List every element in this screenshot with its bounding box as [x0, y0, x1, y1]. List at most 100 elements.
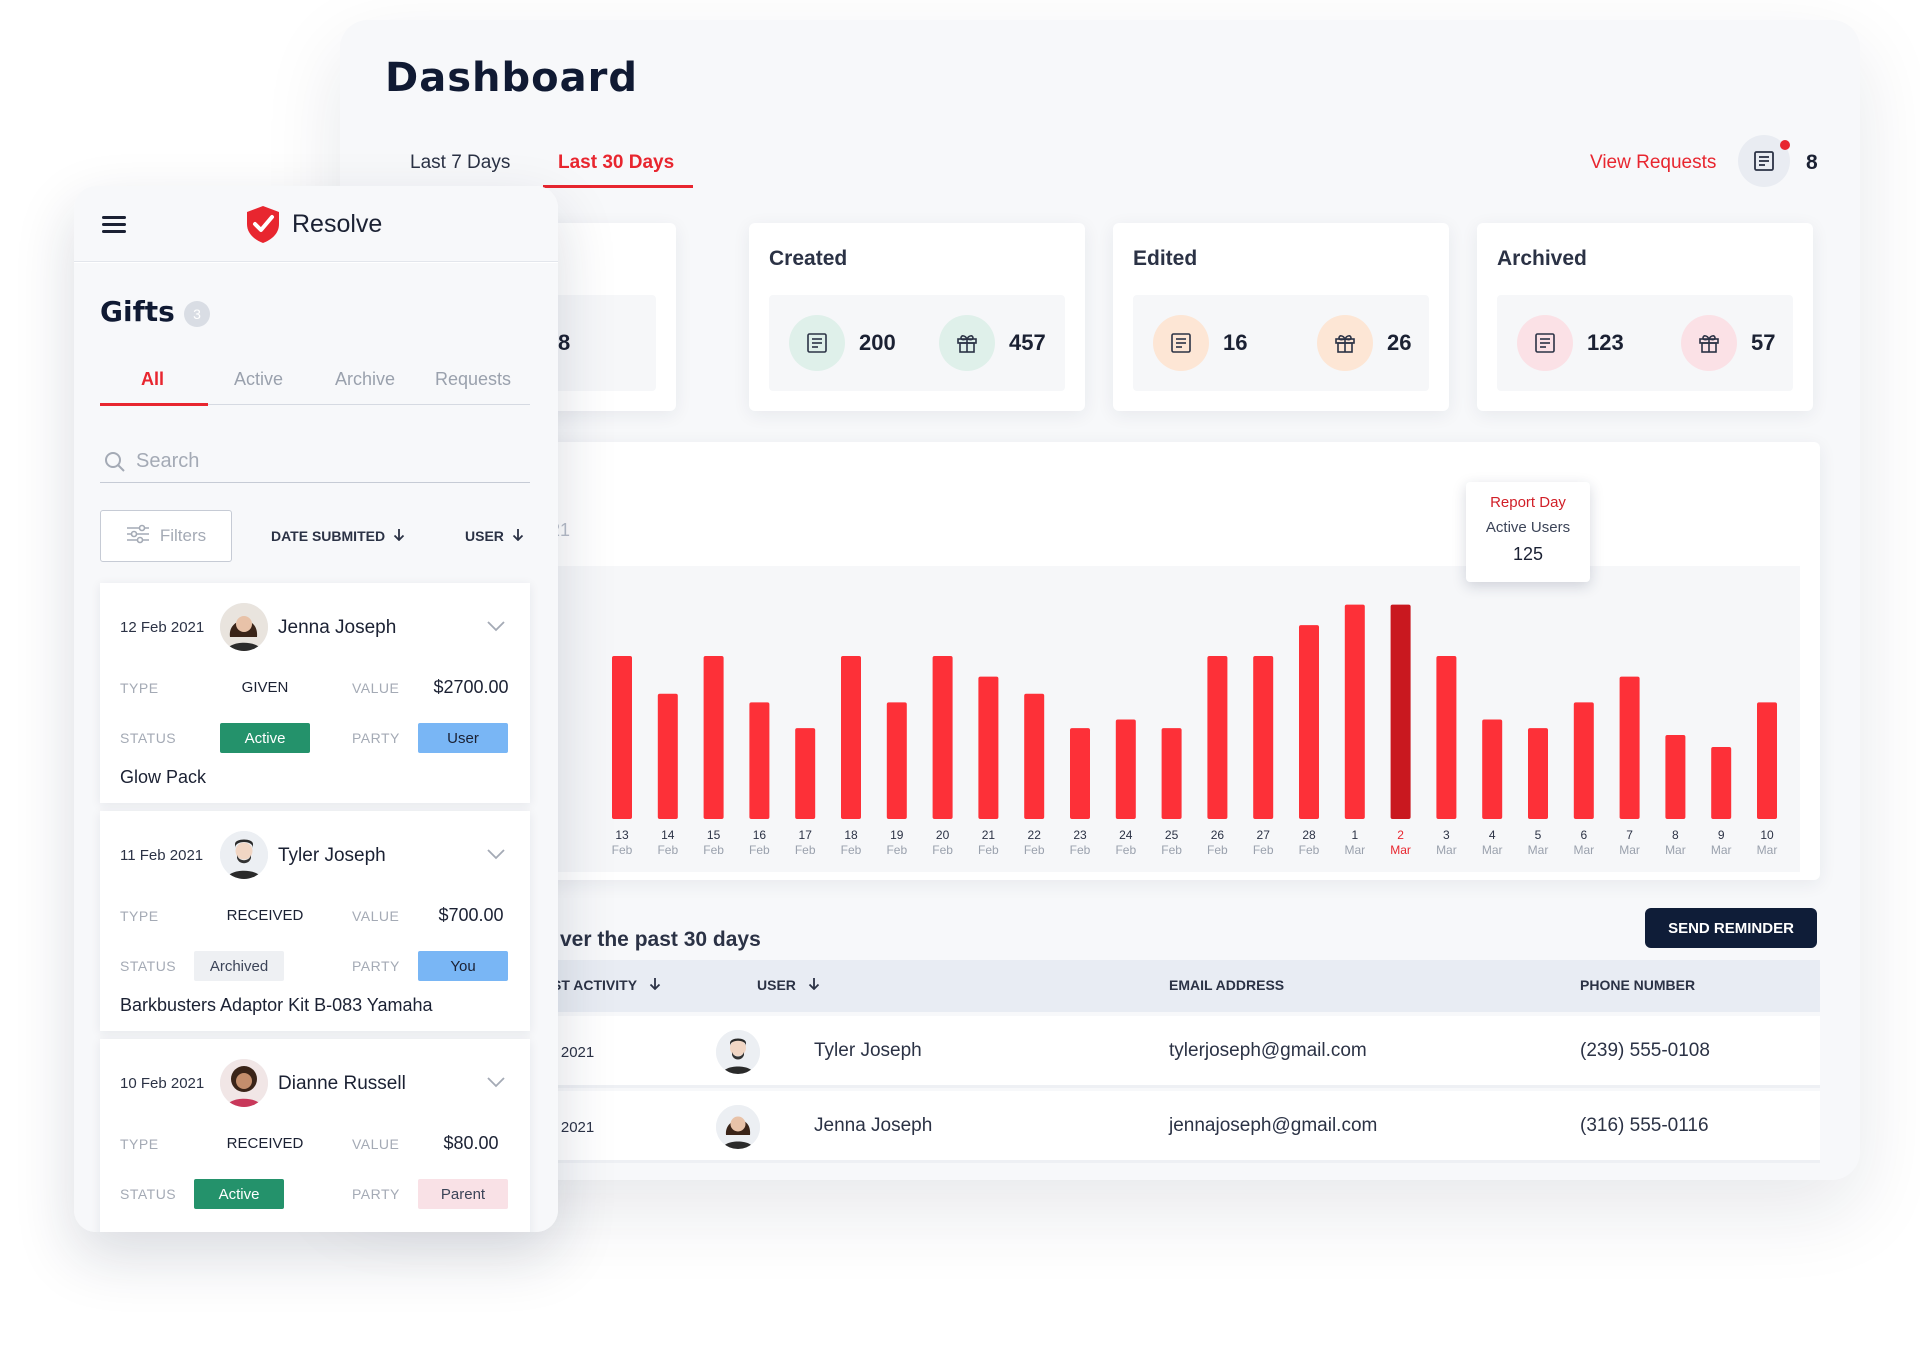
tab-active[interactable]: Active	[234, 369, 284, 389]
chart-bar[interactable]	[703, 656, 724, 819]
tab-archive[interactable]: Archive	[335, 369, 396, 389]
chevron-down-icon[interactable]	[486, 847, 506, 865]
stat-card-title: Edited	[1133, 247, 1198, 270]
x-tick-month: Mar	[1436, 843, 1457, 857]
chart-bar[interactable]	[1070, 728, 1090, 819]
stat-item: 26	[1317, 315, 1411, 371]
chart-bar[interactable]	[1711, 746, 1732, 819]
arrow-down-icon	[808, 977, 820, 993]
header-user[interactable]: USER	[757, 977, 820, 993]
chart-bar[interactable]	[886, 702, 907, 819]
x-tick-day: 26	[1211, 828, 1225, 842]
chart-bar[interactable]	[1665, 734, 1686, 819]
gift-person-name: Jenna Joseph	[278, 617, 397, 638]
chart-bar[interactable]	[1024, 693, 1045, 819]
avatar	[220, 831, 268, 879]
chart-bar[interactable]	[1115, 719, 1136, 819]
table-title: ver the past 30 days	[560, 928, 761, 951]
stat-card-edited: Edited 16 26	[1113, 223, 1449, 411]
table-row[interactable]: an 2021 Jenna Joseph jennajoseph@gmail.c…	[540, 1091, 1820, 1163]
chart-tooltip: Report Day Active Users 125	[1466, 482, 1590, 582]
filters-label: Filters	[159, 526, 207, 545]
chart-bar[interactable]	[1344, 604, 1365, 819]
x-tick-day: 21	[982, 828, 996, 842]
sort-date-button[interactable]: DATE SUBMITED	[271, 528, 405, 544]
gift-card[interactable]: 11 Feb 2021 Tyler Joseph TYPE RECEIVED V…	[100, 811, 530, 1031]
status-label: STATUS	[120, 730, 177, 746]
x-tick-month: Feb	[841, 843, 862, 857]
tab-requests[interactable]: Requests	[435, 369, 512, 389]
chart-bar[interactable]	[932, 656, 953, 819]
chart-bar[interactable]	[1299, 625, 1319, 819]
party-label: PARTY	[352, 730, 400, 746]
bar-chart: 13Feb14Feb15Feb16Feb17Feb18Feb19Feb20Feb…	[612, 604, 1777, 857]
search-icon	[104, 451, 126, 478]
x-tick-month: Feb	[1115, 843, 1136, 857]
stat-value: 8	[558, 330, 571, 355]
chart-bar[interactable]	[1482, 719, 1503, 819]
chart-bar[interactable]	[1436, 656, 1457, 819]
gift-card[interactable]: 12 Feb 2021 Jenna Joseph TYPE GIVEN VALU…	[100, 583, 530, 803]
x-tick-day: 1	[1351, 828, 1358, 842]
sort-label: DATE SUBMITED	[271, 528, 386, 544]
x-tick-month: Feb	[795, 843, 816, 857]
view-requests-link[interactable]: View Requests	[1590, 152, 1717, 173]
x-tick-month: Mar	[1711, 843, 1732, 857]
search-input[interactable]: Search	[100, 439, 530, 483]
value-label: VALUE	[352, 1136, 400, 1152]
chart-bar[interactable]	[978, 676, 999, 819]
document-icon	[1517, 315, 1573, 371]
chevron-down-icon[interactable]	[486, 619, 506, 637]
filters-button[interactable]: Filters	[100, 510, 232, 562]
chart-bar[interactable]	[1528, 728, 1548, 819]
x-tick-day: 16	[753, 828, 767, 842]
sort-user-button[interactable]: USER	[465, 528, 524, 544]
chart-bar[interactable]	[1757, 702, 1777, 819]
hamburger-menu-icon[interactable]	[102, 216, 126, 234]
tooltip-value: 125	[1512, 544, 1544, 564]
x-tick-month: Feb	[1253, 843, 1274, 857]
active-users-chart-card: 21 13 Feb 14 Feb 15 Feb 16 Feb 17 Feb 18 Feb 19 Feb 20…	[540, 442, 1820, 880]
tab-last-30-days[interactable]: Last 30 Days	[558, 152, 675, 173]
x-tick-day: 27	[1257, 828, 1271, 842]
stat-card-archived: Archived 123 57	[1477, 223, 1813, 411]
chart-bar[interactable]	[1253, 656, 1274, 819]
gifts-count-badge: 3	[184, 301, 210, 327]
x-tick-month: Feb	[1070, 843, 1091, 857]
avatar	[220, 1059, 268, 1107]
chart-bar[interactable]	[657, 693, 678, 819]
gift-item-name: Barkbusters Adaptor Kit B-083 Yamaha	[120, 995, 433, 1015]
party-badge: Parent	[418, 1179, 508, 1209]
x-tick-day: 5	[1535, 828, 1542, 842]
table-row[interactable]: an 2021 Tyler Joseph tylerjoseph@gmail.c…	[540, 1016, 1820, 1088]
chart-bar[interactable]	[1619, 676, 1640, 819]
sort-label: USER	[465, 528, 504, 544]
x-tick-day: 24	[1119, 828, 1133, 842]
chart-bar[interactable]	[841, 656, 861, 819]
brand-logo[interactable]: Resolve	[244, 204, 382, 244]
gift-type: RECEIVED	[226, 1135, 304, 1152]
chart-bar[interactable]	[1390, 604, 1411, 819]
x-tick-day: 17	[799, 828, 813, 842]
stat-value: 457	[1009, 330, 1046, 355]
active-tab-indicator	[543, 185, 693, 188]
chart-plot-area: 13 Feb 14 Feb 15 Feb 16 Feb 17 Feb 18 Feb 19 Feb 20 Feb…	[540, 566, 1800, 872]
row-email: jennajoseph@gmail.com	[1169, 1115, 1378, 1136]
gift-icon	[939, 315, 995, 371]
chart-bar[interactable]	[1207, 656, 1228, 819]
chart-bar[interactable]	[612, 656, 632, 819]
chart-bar[interactable]	[795, 728, 816, 819]
x-tick-day: 2	[1397, 828, 1404, 842]
gift-card[interactable]: 10 Feb 2021 Dianne Russell TYPE RECEIVED…	[100, 1039, 530, 1232]
row-user: Jenna Joseph	[814, 1115, 933, 1136]
stat-inner: 16 26	[1133, 295, 1429, 391]
x-tick-month: Feb	[978, 843, 999, 857]
tab-last-7-days[interactable]: Last 7 Days	[410, 152, 511, 173]
chart-bar[interactable]	[749, 702, 770, 819]
chart-bar[interactable]	[1161, 728, 1182, 819]
chevron-down-icon[interactable]	[486, 1075, 506, 1093]
send-reminder-button[interactable]: SEND REMINDER	[1645, 908, 1817, 948]
tab-all[interactable]: All	[141, 369, 165, 389]
chart-bar[interactable]	[1573, 702, 1594, 819]
header-last-activity[interactable]: ST ACTIVITY	[552, 977, 661, 993]
